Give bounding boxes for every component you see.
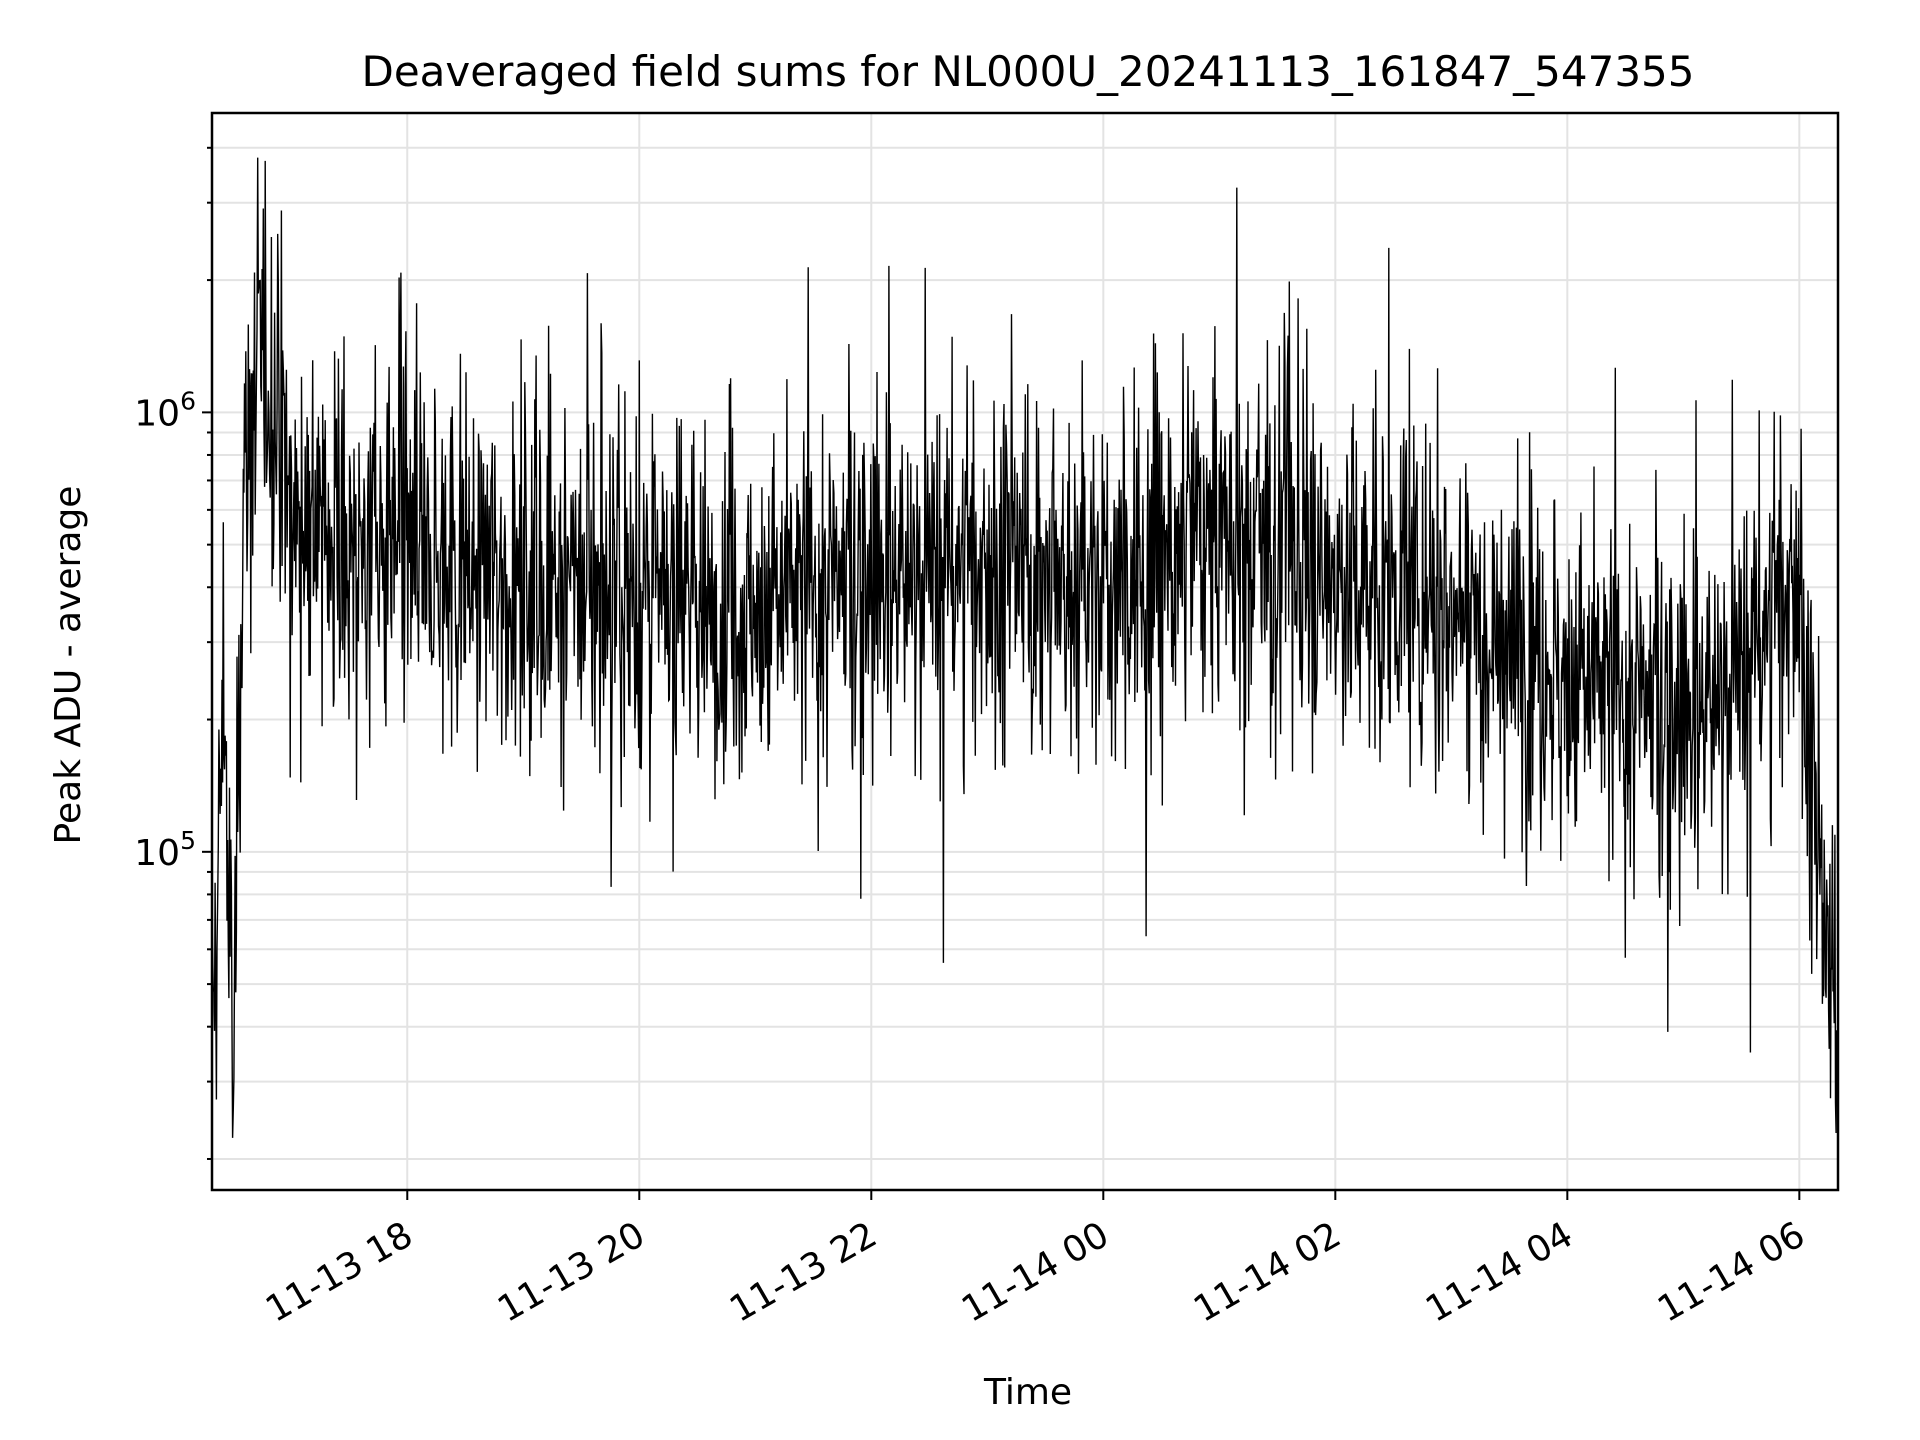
x-tick-label: 11-14 02 [1187, 1214, 1348, 1330]
x-tick-label: 11-13 18 [259, 1214, 420, 1330]
plot-frame [210, 111, 1840, 1192]
series-group [211, 157, 1839, 1138]
x-tick-label: 11-14 00 [955, 1214, 1116, 1330]
x-tick-label: 11-13 22 [723, 1214, 884, 1330]
x-axis: 11-13 18 11-13 20 11-13 22 11-14 00 11-14 02… [259, 1190, 1812, 1331]
x-tick-label: 11-14 04 [1419, 1214, 1580, 1330]
series-line [211, 157, 1839, 1138]
y-tick-label: 105 [134, 826, 196, 874]
x-tick-label: 11-13 20 [491, 1214, 652, 1330]
y-axis-label: Peak ADU - average [48, 486, 89, 845]
chart-title: Deaveraged field sums for NL000U_2024111… [361, 47, 1694, 96]
x-tick-label: 11-14 06 [1651, 1214, 1812, 1330]
y-tick-label: 106 [134, 386, 196, 434]
x-axis-label: Time [983, 1372, 1072, 1413]
y-axis: 105 106 [134, 146, 212, 1160]
